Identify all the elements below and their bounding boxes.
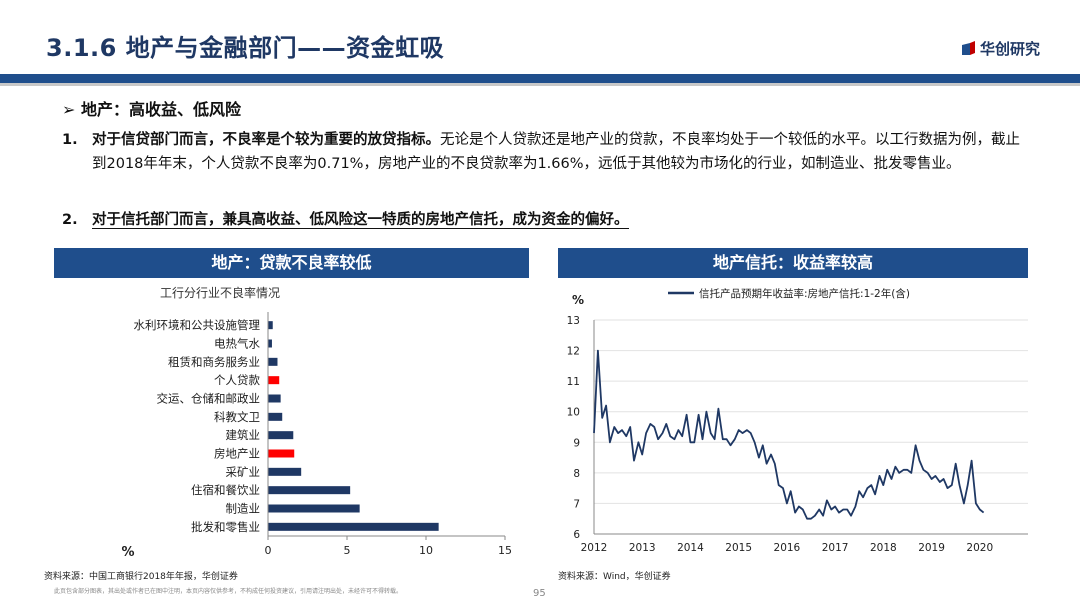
bar-label-6: 建筑业 <box>226 428 261 442</box>
legend-label: 信托产品预期年收益率:房地产信托:1-2年(含) <box>699 287 910 300</box>
line-y-tick-12: 12 <box>567 346 580 358</box>
point-1-body: 对于信贷部门而言，不良率是个较为重要的放贷指标。无论是个人贷款还是地产业的贷款，… <box>92 128 1032 176</box>
bar-2 <box>268 357 278 366</box>
logo-text: 华创研究 <box>980 40 1041 58</box>
bar-x-tick-0: 0 <box>265 544 272 557</box>
header-rule-shadow <box>0 83 1080 86</box>
bar-11 <box>268 522 439 531</box>
bar-1 <box>268 339 272 348</box>
point-2: 2. 对于信托部门而言，兼具高收益、低风险这一特质的房地产信托，成为资金的偏好。 <box>62 208 1042 232</box>
bar-chart-title: 工行分行业不良率情况 <box>160 285 280 300</box>
point-2-body: 对于信托部门而言，兼具高收益、低风险这一特质的房地产信托，成为资金的偏好。 <box>92 208 1032 232</box>
line-y-tick-7: 7 <box>573 498 580 510</box>
line-x-tick-2020: 2020 <box>966 542 993 554</box>
logo-mark-icon <box>962 40 975 55</box>
bar-x-tick-10: 10 <box>419 544 433 557</box>
bar-label-10: 制造业 <box>226 502 261 516</box>
company-logo: 华创研究 <box>960 38 1040 59</box>
line-y-tick-11: 11 <box>567 376 580 388</box>
right-source: 资料来源：Wind，华创证券 <box>558 572 671 582</box>
bar-label-11: 批发和零售业 <box>191 520 260 534</box>
bar-label-5: 科教文卫 <box>214 410 260 424</box>
point-1-text: 无论是个人贷款还是地产业的贷款，不良率均处于一个较低的水平。以工行数据为例，截止… <box>92 132 1020 172</box>
left-panel-header: 地产：贷款不良率较低 <box>54 248 529 278</box>
line-x-tick-2016: 2016 <box>774 542 801 554</box>
bar-unit-label: % <box>121 545 134 560</box>
point-1-bold: 对于信贷部门而言，不良率是个较为重要的放贷指标。 <box>92 132 440 148</box>
bar-3 <box>268 376 280 385</box>
right-panel-header: 地产信托：收益率较高 <box>558 248 1028 278</box>
line-y-tick-13: 13 <box>567 315 580 327</box>
bar-8 <box>268 467 302 476</box>
line-chart: 6 7 8 9 10 11 12 13 2012 2013 2014 2015 2016 2017 2018… <box>567 287 1028 554</box>
line-y-unit-label: % <box>572 293 584 307</box>
bar-label-3: 个人贷款 <box>214 373 260 387</box>
line-x-tick-2013: 2013 <box>629 542 656 554</box>
bullet-heading: ➢ 地产：高收益、低风险 <box>62 100 241 119</box>
bar-label-0: 水利环境和公共设施管理 <box>134 318 261 332</box>
bar-label-4: 交运、仓储和邮政业 <box>157 392 261 406</box>
bar-x-tick-5: 5 <box>344 544 351 557</box>
line-x-tick-2014: 2014 <box>677 542 704 554</box>
point-2-number: 2. <box>62 212 78 228</box>
bar-4 <box>268 394 281 403</box>
line-x-tick-2017: 2017 <box>822 542 849 554</box>
point-2-bold: 对于信托部门而言，兼具高收益、低风险这一特质的房地产信托，成为资金的偏好。 <box>92 212 629 229</box>
header-rule <box>0 74 1080 83</box>
line-y-tick-6: 6 <box>573 529 580 541</box>
page-number: 95 <box>533 588 546 599</box>
left-source: 资料来源：中国工商银行2018年年报，华创证券 <box>44 572 238 582</box>
bar-label-7: 房地产业 <box>214 447 260 461</box>
line-x-tick-2012: 2012 <box>581 542 608 554</box>
series-line <box>593 349 985 520</box>
bar-6 <box>268 431 294 440</box>
line-x-tick-2019: 2019 <box>918 542 945 554</box>
line-y-tick-10: 10 <box>567 407 580 419</box>
bar-chart: 工行分行业不良率情况水利环境和公共设施管理电热气水租赁和商务服务业个人贷款交运、… <box>121 285 512 560</box>
line-y-tick-8: 8 <box>573 468 580 480</box>
bar-5 <box>268 412 283 421</box>
disclaimer: 此页包含部分图表，其出处或作者已在图中注明，本页内容仅供参考，不构成任何投资建议… <box>54 588 403 595</box>
line-x-tick-2018: 2018 <box>870 542 897 554</box>
bar-label-2: 租赁和商务服务业 <box>168 355 260 369</box>
page-title: 3.1.6 地产与金融部门——资金虹吸 <box>46 34 445 62</box>
bar-label-8: 采矿业 <box>226 465 261 479</box>
line-x-tick-2015: 2015 <box>725 542 752 554</box>
bar-label-1: 电热气水 <box>214 337 260 351</box>
point-1: 1. 对于信贷部门而言，不良率是个较为重要的放贷指标。无论是个人贷款还是地产业的… <box>62 128 1042 200</box>
bar-7 <box>268 449 295 458</box>
bar-10 <box>268 504 360 513</box>
bar-0 <box>268 321 273 330</box>
bar-label-9: 住宿和餐饮业 <box>191 483 260 497</box>
line-y-tick-9: 9 <box>573 437 580 449</box>
bar-x-tick-15: 15 <box>498 544 512 557</box>
bar-9 <box>268 486 351 495</box>
point-1-number: 1. <box>62 132 78 148</box>
